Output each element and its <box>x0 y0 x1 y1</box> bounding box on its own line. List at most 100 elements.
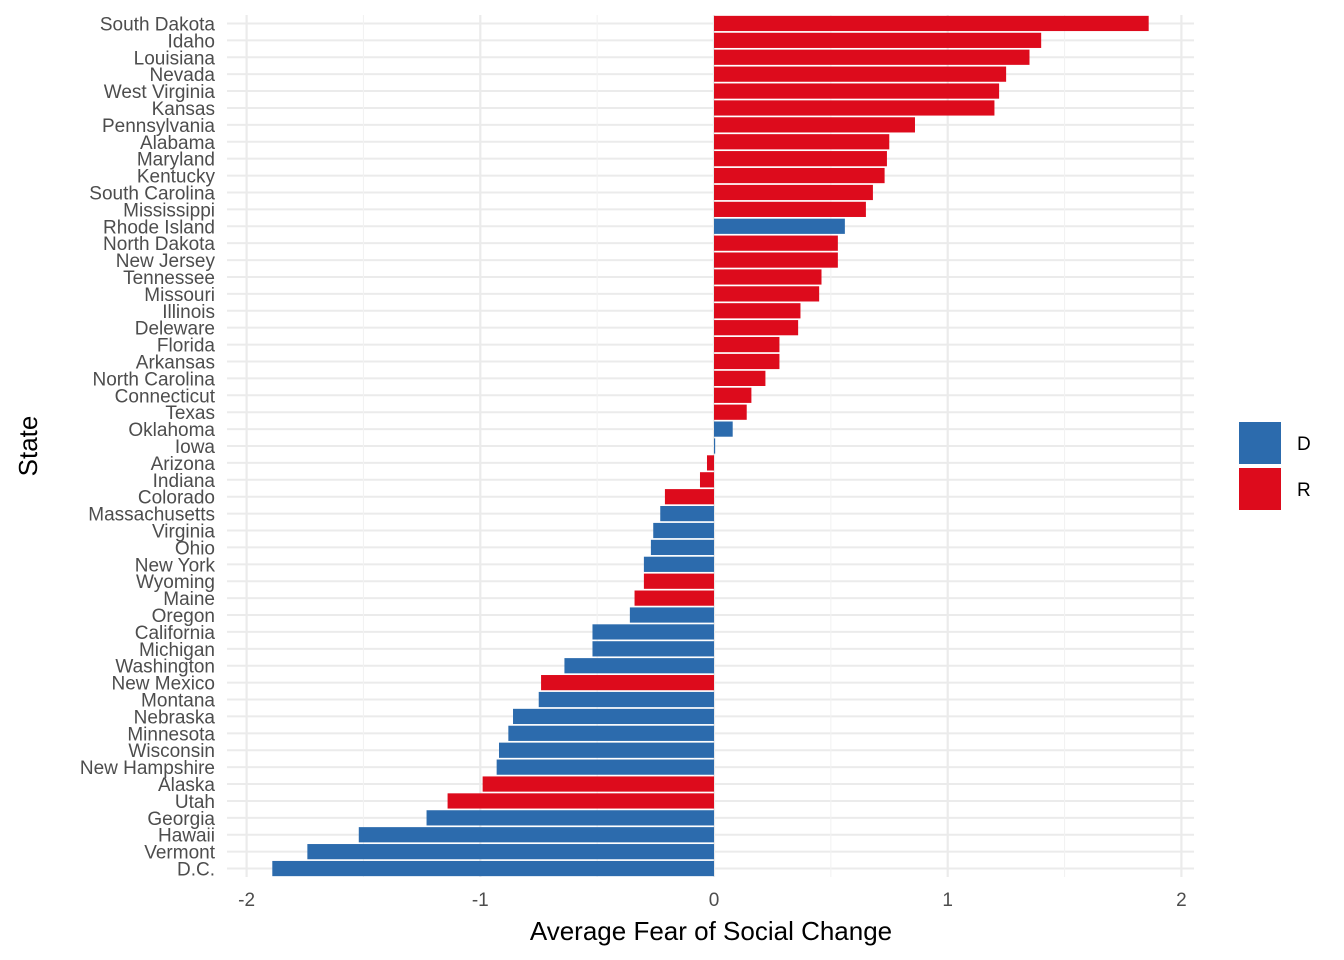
y-tick-label: New Hampshire <box>80 758 215 779</box>
bar-maine <box>634 590 714 606</box>
bar-iowa <box>714 438 716 454</box>
bar-massachusetts <box>660 506 714 522</box>
bars <box>272 15 1149 877</box>
y-tick-label: Louisiana <box>134 48 216 69</box>
bar-tennessee <box>714 269 822 285</box>
x-tick-label: 0 <box>709 890 720 911</box>
legend-key-r <box>1239 468 1281 510</box>
bar-d-c <box>272 860 714 877</box>
bar-pennsylvania <box>714 117 915 133</box>
bar-new-jersey <box>714 252 838 268</box>
bar-idaho <box>714 32 1042 48</box>
bar-washington <box>564 658 714 674</box>
y-tick-label: West Virginia <box>104 82 216 103</box>
y-tick-label: Wisconsin <box>128 741 215 762</box>
bar-rhode-island <box>714 218 845 234</box>
y-tick-label: New Mexico <box>112 674 215 695</box>
x-tick-label: -2 <box>238 890 255 911</box>
bar-wisconsin <box>498 742 714 758</box>
y-tick-label: North Dakota <box>103 234 215 255</box>
bar-hawaii <box>358 827 714 843</box>
bar-california <box>592 624 714 640</box>
y-tick-label: Minnesota <box>127 724 215 745</box>
y-tick-label: D.C. <box>177 860 215 881</box>
bar-kansas <box>714 100 995 116</box>
y-tick-label: Illinois <box>162 302 215 323</box>
bar-maryland <box>714 151 887 167</box>
bar-new-mexico <box>541 675 714 691</box>
y-tick-label: Iowa <box>175 437 216 458</box>
bar-connecticut <box>714 387 752 403</box>
bar-south-carolina <box>714 184 873 201</box>
y-tick-label: Connecticut <box>115 386 216 407</box>
bar-nevada <box>714 66 1007 82</box>
bar-missouri <box>714 286 820 302</box>
bar-nebraska <box>513 708 714 725</box>
bar-oklahoma <box>714 421 733 437</box>
y-tick-label: Oklahoma <box>128 420 215 441</box>
y-tick-label: Washington <box>115 657 215 678</box>
x-tick-label: 1 <box>942 890 953 911</box>
y-tick-label: Maine <box>163 589 215 610</box>
bar-michigan <box>592 641 714 657</box>
bar-new-york <box>643 556 714 572</box>
bar-alaska <box>482 776 714 792</box>
bar-georgia <box>426 810 714 826</box>
bar-arkansas <box>714 353 780 370</box>
legend-key-d <box>1239 422 1281 464</box>
y-tick-label: New Jersey <box>116 251 216 272</box>
bar-indiana <box>699 472 714 488</box>
bar-mississippi <box>714 201 866 217</box>
y-tick-label: Nebraska <box>134 707 216 728</box>
bar-arizona <box>706 455 714 471</box>
y-tick-label: Colorado <box>138 488 215 509</box>
y-tick-label: Oregon <box>152 606 215 627</box>
y-tick-label: Massachusetts <box>88 505 215 526</box>
y-tick-label: Montana <box>141 691 215 712</box>
y-tick-label: Florida <box>157 336 216 357</box>
y-tick-label: California <box>135 623 216 644</box>
y-tick-label: Rhode Island <box>103 217 215 238</box>
y-tick-label: Arizona <box>151 454 216 475</box>
y-tick-label: Idaho <box>167 31 215 52</box>
bar-virginia <box>653 522 714 539</box>
x-axis-title: Average Fear of Social Change <box>530 916 892 946</box>
x-tick-label: -1 <box>472 890 489 911</box>
bar-utah <box>447 793 714 809</box>
bar-alabama <box>714 134 890 150</box>
bar-minnesota <box>508 725 714 741</box>
y-tick-label: Virginia <box>152 522 215 543</box>
bar-florida <box>714 336 780 353</box>
y-tick-label: Mississippi <box>123 200 215 221</box>
y-tick-label: Kansas <box>152 99 215 120</box>
y-tick-label: Tennessee <box>123 268 215 289</box>
grid-lines <box>227 15 1194 877</box>
y-tick-label: Georgia <box>147 809 215 830</box>
bar-north-dakota <box>714 235 838 251</box>
y-tick-label: Alabama <box>140 133 215 154</box>
bar-kentucky <box>714 167 885 184</box>
y-tick-label: Texas <box>165 403 215 424</box>
bar-wyoming <box>643 573 714 589</box>
bar-new-hampshire <box>496 759 714 775</box>
y-tick-label: Arkansas <box>136 352 215 373</box>
y-tick-label: Ohio <box>175 538 215 559</box>
y-tick-label: Maryland <box>137 150 215 171</box>
y-tick-label: Nevada <box>150 65 216 86</box>
y-tick-label: Michigan <box>139 640 215 661</box>
y-axis-title: State <box>13 416 43 477</box>
legend-label: R <box>1297 480 1311 501</box>
y-tick-label: Hawaii <box>158 826 215 847</box>
bar-ohio <box>650 539 714 556</box>
legend-label: D <box>1297 434 1311 455</box>
y-tick-label: Vermont <box>144 843 215 864</box>
bar-illinois <box>714 303 801 319</box>
y-tick-label: Utah <box>175 792 215 813</box>
bar-oregon <box>629 607 714 623</box>
y-tick-label: New York <box>135 555 216 576</box>
bar-west-virginia <box>714 83 1000 99</box>
y-tick-label: Pennsylvania <box>102 116 215 137</box>
